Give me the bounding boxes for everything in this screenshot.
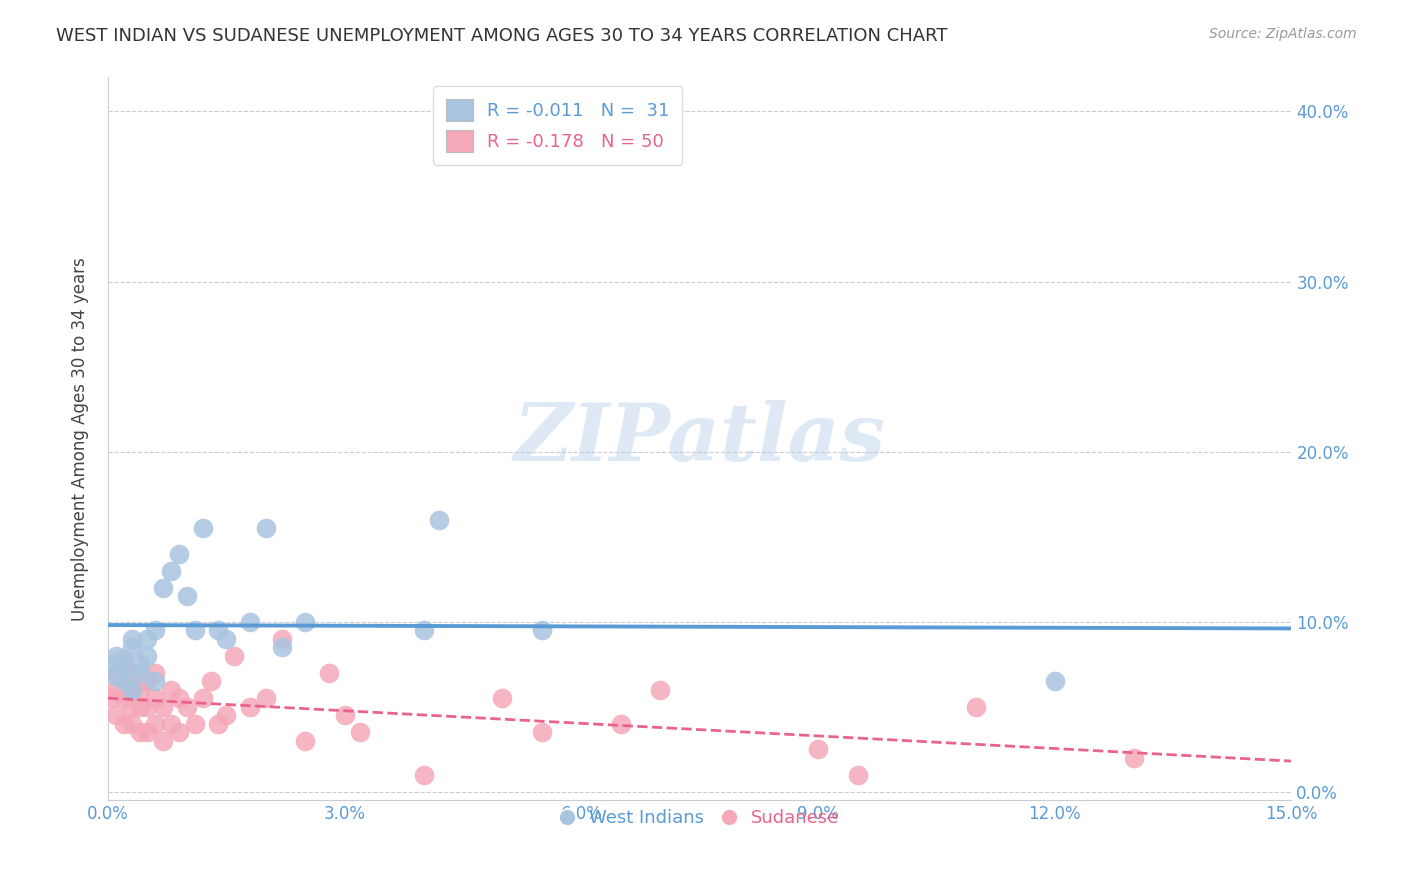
Point: [184, 623, 207, 637]
Point: [610, 716, 633, 731]
Point: [143, 623, 166, 637]
Point: [143, 674, 166, 689]
Point: [215, 708, 238, 723]
Point: [104, 665, 127, 680]
Point: [112, 662, 135, 676]
Point: [121, 632, 143, 646]
Point: [207, 716, 229, 731]
Point: [128, 725, 150, 739]
Point: [112, 716, 135, 731]
Point: [112, 674, 135, 689]
Point: [965, 699, 987, 714]
Point: [112, 657, 135, 672]
Point: [294, 615, 316, 629]
Point: [136, 632, 159, 646]
Text: Source: ZipAtlas.com: Source: ZipAtlas.com: [1209, 27, 1357, 41]
Point: [530, 725, 553, 739]
Point: [121, 682, 143, 697]
Point: [270, 640, 292, 655]
Point: [807, 742, 830, 756]
Point: [121, 682, 143, 697]
Point: [128, 682, 150, 697]
Point: [104, 648, 127, 663]
Point: [427, 513, 450, 527]
Point: [239, 699, 262, 714]
Point: [121, 716, 143, 731]
Point: [121, 640, 143, 655]
Point: [412, 768, 434, 782]
Point: [143, 716, 166, 731]
Point: [200, 674, 222, 689]
Point: [101, 657, 124, 672]
Point: [152, 581, 174, 595]
Y-axis label: Unemployment Among Ages 30 to 34 years: Unemployment Among Ages 30 to 34 years: [72, 257, 89, 621]
Point: [1043, 674, 1066, 689]
Point: [167, 725, 190, 739]
Point: [112, 691, 135, 706]
Point: [160, 564, 183, 578]
Point: [184, 716, 207, 731]
Point: [349, 725, 371, 739]
Point: [152, 733, 174, 747]
Point: [160, 682, 183, 697]
Point: [112, 674, 135, 689]
Point: [207, 623, 229, 637]
Point: [412, 623, 434, 637]
Point: [167, 547, 190, 561]
Point: [650, 682, 672, 697]
Point: [491, 691, 513, 706]
Point: [136, 648, 159, 663]
Point: [160, 716, 183, 731]
Point: [104, 669, 127, 683]
Point: [128, 665, 150, 680]
Point: [104, 708, 127, 723]
Point: [143, 691, 166, 706]
Point: [121, 699, 143, 714]
Text: WEST INDIAN VS SUDANESE UNEMPLOYMENT AMONG AGES 30 TO 34 YEARS CORRELATION CHART: WEST INDIAN VS SUDANESE UNEMPLOYMENT AMO…: [56, 27, 948, 45]
Point: [136, 725, 159, 739]
Point: [101, 691, 124, 706]
Point: [318, 665, 340, 680]
Point: [846, 768, 869, 782]
Point: [128, 657, 150, 672]
Point: [215, 632, 238, 646]
Point: [270, 632, 292, 646]
Point: [333, 708, 356, 723]
Point: [143, 665, 166, 680]
Text: ZIPatlas: ZIPatlas: [513, 401, 886, 477]
Point: [128, 699, 150, 714]
Point: [1122, 750, 1144, 764]
Point: [254, 691, 277, 706]
Point: [136, 674, 159, 689]
Point: [121, 665, 143, 680]
Point: [254, 521, 277, 535]
Point: [294, 733, 316, 747]
Point: [176, 589, 198, 603]
Point: [191, 521, 214, 535]
Point: [104, 682, 127, 697]
Point: [530, 623, 553, 637]
Point: [176, 699, 198, 714]
Point: [224, 648, 246, 663]
Point: [191, 691, 214, 706]
Point: [239, 615, 262, 629]
Point: [152, 699, 174, 714]
Point: [167, 691, 190, 706]
Point: [136, 699, 159, 714]
Point: [112, 652, 135, 666]
Legend: West Indians, Sudanese: West Indians, Sudanese: [553, 802, 846, 835]
